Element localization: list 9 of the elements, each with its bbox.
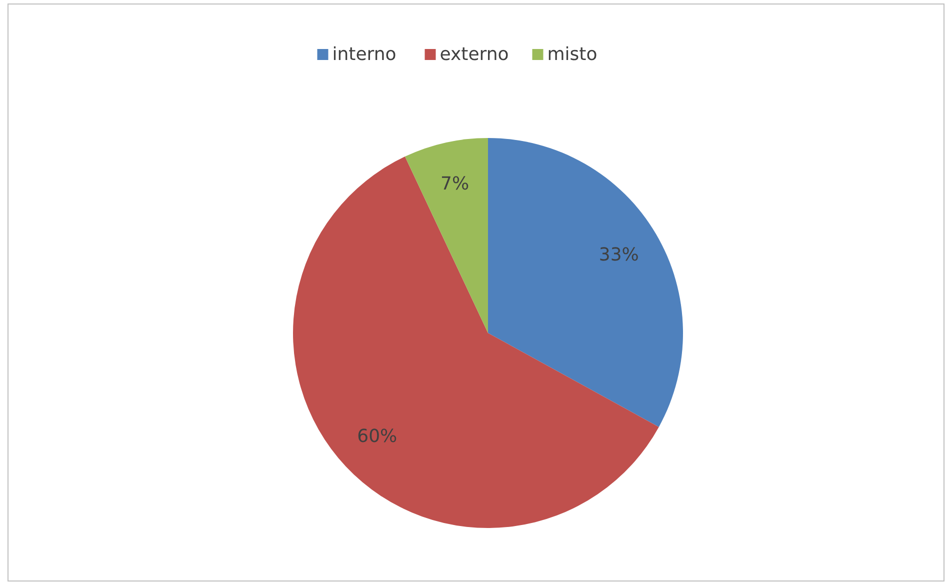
pie-slice — [488, 138, 683, 427]
data-label: 60% — [357, 426, 398, 448]
pie-slice — [404, 138, 488, 333]
data-label: 33% — [598, 244, 639, 266]
legend-label: externo — [440, 44, 509, 65]
legend-label: interno — [332, 44, 396, 65]
legend-label: misto — [547, 44, 598, 65]
data-label: 7% — [440, 173, 470, 194]
pie-slice — [293, 156, 659, 528]
